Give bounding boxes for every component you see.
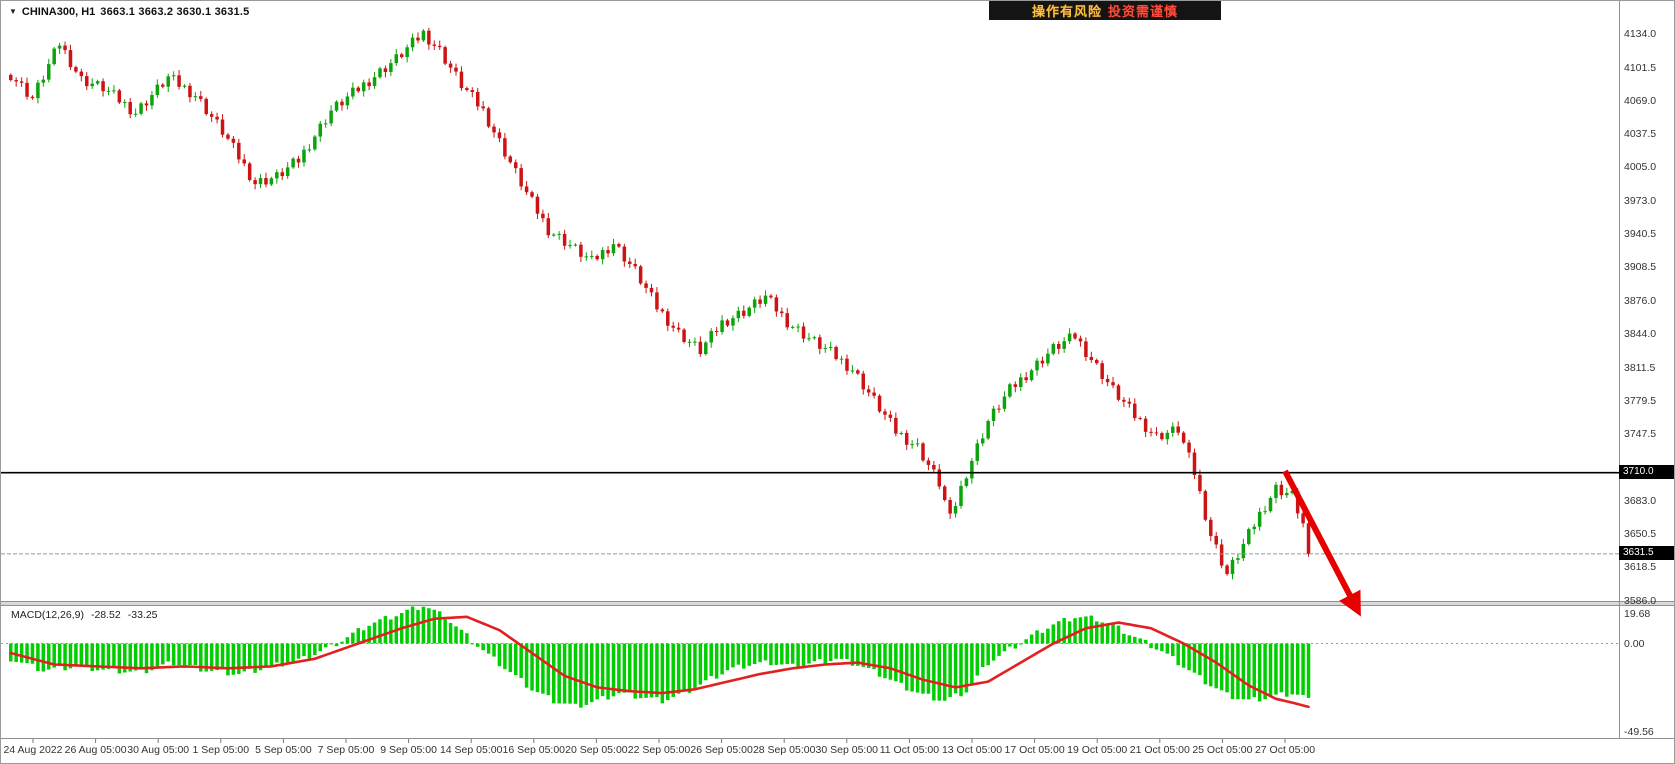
ohlc-values: 3663.1 3663.2 3630.1 3631.5 — [100, 6, 250, 18]
price-axis-label: 3618.5 — [1624, 561, 1657, 574]
macd-signal-line — [9, 615, 1310, 709]
time-axis-label: 30 Sep 05:00 — [815, 744, 879, 756]
time-axis-label: 11 Oct 05:00 — [879, 744, 940, 756]
time-axis-label: 20 Sep 05:00 — [565, 744, 628, 756]
price-axis-label: 4005.0 — [1624, 161, 1657, 174]
time-axis-label: 9 Sep 05:00 — [380, 744, 437, 756]
time-axis[interactable]: 24 Aug 2022 26 Aug 05:00 30 Aug 05:00 1 Sep… — [1, 739, 1619, 763]
time-axis-label: 22 Sep 05:00 — [627, 744, 691, 756]
price-axis-label: 3876.0 — [1624, 294, 1657, 307]
time-axis-label: 1 Sep 05:00 — [192, 744, 250, 756]
price-axis-label: 3779.5 — [1624, 394, 1657, 407]
price-axis-label: 3747.5 — [1624, 427, 1657, 440]
time-axis-label: 26 Aug 05:00 — [64, 744, 127, 756]
time-axis-label: 13 Oct 05:00 — [941, 744, 1003, 756]
symbol-label: CHINA300, H1 — [21, 6, 96, 18]
time-axis-label: 30 Aug 05:00 — [127, 744, 190, 756]
watermark-text-2: 投资需谨慎 — [1108, 4, 1179, 19]
down-arrow-annotation[interactable] — [1282, 469, 1361, 617]
macd-axis-label: 19.68 — [1624, 608, 1651, 620]
macd-value: -28.52 — [90, 609, 121, 621]
macd-indicator-label: MACD(12,26,9) -28.52 -33.25 — [11, 609, 158, 621]
price-axis-label: 4069.0 — [1624, 95, 1657, 108]
watermark-text-1: 操作有风险 — [1031, 4, 1102, 19]
time-axis-label: 24 Aug 2022 — [3, 744, 63, 756]
price-axis-label: 3973.0 — [1624, 194, 1657, 207]
price-axis-label: 3844.0 — [1624, 328, 1657, 341]
price-axis-label: 3683.0 — [1624, 494, 1657, 507]
price-axis[interactable]: 4134.0 4101.5 4069.0 4037.5 4005.0 3973.0 3940… — [1619, 1, 1674, 739]
price-axis-label: 3908.5 — [1624, 261, 1657, 274]
time-axis-label: 27 Oct 05:00 — [1254, 744, 1316, 756]
symbol-dropdown-icon[interactable]: ▼ — [9, 7, 17, 16]
time-axis-label: 25 Oct 05:00 — [1192, 744, 1253, 756]
time-axis-label: 28 Sep 05:00 — [752, 744, 816, 756]
price-axis-label: 4037.5 — [1624, 127, 1657, 140]
symbol-info: ▼ CHINA300, H1 3663.1 3663.2 3630.1 3631… — [9, 6, 249, 18]
macd-signal-value: -33.25 — [127, 609, 158, 621]
price-axis-label: 3586.0 — [1624, 595, 1657, 607]
watermark-banner: 操作有风险 投资需谨慎 — [989, 1, 1221, 20]
time-axis-label: 21 Oct 05:00 — [1129, 744, 1190, 756]
price-axis-label: 4134.0 — [1624, 28, 1657, 40]
time-axis-label: 5 Sep 05:00 — [255, 744, 312, 756]
macd-axis-label: -49.56 — [1624, 726, 1654, 738]
time-axis-label: 26 Sep 05:00 — [690, 744, 753, 756]
time-axis-label: 16 Sep 05:00 — [502, 744, 566, 756]
macd-axis-label: 0.00 — [1624, 637, 1645, 650]
price-tag-level: 3710.0 — [1619, 465, 1674, 480]
macd-name: MACD(12,26,9) — [11, 609, 84, 621]
time-axis-label: 19 Oct 05:00 — [1067, 744, 1128, 756]
price-axis-label: 3650.5 — [1624, 528, 1657, 541]
price-axis-label: 3811.5 — [1624, 361, 1656, 374]
price-axis-label: 3940.5 — [1624, 228, 1657, 241]
time-axis-label: 7 Sep 05:00 — [317, 744, 375, 756]
price-axis-label: 4101.5 — [1624, 61, 1657, 74]
price-tag-current: 3631.5 — [1619, 546, 1674, 561]
time-axis-label: 17 Oct 05:00 — [1004, 744, 1065, 756]
time-axis-label: 14 Sep 05:00 — [439, 744, 503, 756]
